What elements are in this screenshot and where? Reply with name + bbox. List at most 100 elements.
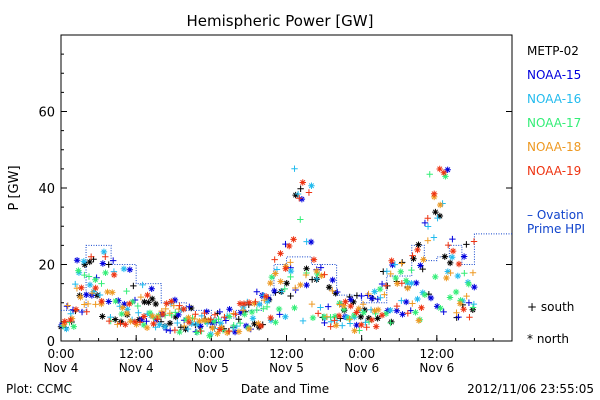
data-point-north (75, 269, 83, 276)
data-point-north (241, 311, 248, 318)
data-point-south (135, 309, 142, 316)
data-point-south (291, 165, 298, 172)
data-point-north (271, 287, 278, 295)
data-point-south (260, 305, 267, 312)
data-point-north (144, 291, 151, 299)
data-point-north (197, 323, 204, 330)
data-point-south (292, 284, 299, 292)
data-point-south (381, 291, 388, 298)
data-point-south (287, 292, 294, 300)
data-point-north (257, 322, 265, 330)
x-tick-date: Nov 5 (269, 361, 304, 375)
data-point-south (294, 190, 302, 198)
data-point-north (287, 267, 295, 275)
data-point-south (387, 270, 394, 278)
data-point-north (265, 295, 272, 303)
data-point-north (126, 266, 134, 273)
data-point-north (340, 302, 348, 309)
data-point-north (418, 304, 425, 311)
data-point-south (419, 265, 426, 273)
data-point-north (104, 288, 111, 296)
data-point-south (463, 241, 470, 248)
data-point-north (209, 324, 216, 332)
data-point-north (456, 300, 464, 307)
data-point-north (329, 276, 336, 284)
data-point-north (437, 305, 444, 312)
data-point-south (81, 271, 88, 279)
data-point-south (444, 241, 452, 249)
data-point-south (184, 325, 192, 333)
data-point-north (444, 166, 451, 173)
data-point-north (92, 276, 99, 284)
data-point-north (444, 268, 452, 275)
data-point-north (340, 306, 348, 313)
data-point-north (57, 323, 65, 330)
data-point-north (446, 294, 454, 301)
data-point-north (255, 320, 262, 327)
y-axis-label: P [GW] (7, 165, 22, 210)
data-point-north (454, 272, 462, 280)
x-tick-date: Nov 4 (119, 361, 154, 375)
data-point-north (171, 296, 179, 304)
data-point-north (90, 288, 97, 295)
data-point-south (73, 285, 81, 292)
data-point-north (414, 295, 421, 303)
data-point-south (166, 310, 174, 317)
data-point-north (193, 329, 201, 336)
data-point-south (72, 280, 79, 288)
data-point-north (371, 307, 378, 315)
data-point-south (337, 315, 344, 322)
data-point-north (272, 270, 279, 277)
data-point-north (182, 316, 190, 323)
series-noaa-18 (60, 193, 477, 337)
data-point-north (138, 316, 145, 323)
data-point-south (276, 311, 283, 318)
data-point-north (414, 246, 421, 254)
data-point-north (168, 298, 175, 305)
data-point-north (98, 297, 105, 305)
data-point-north (388, 318, 395, 326)
data-point-north (124, 306, 131, 313)
data-point-north (196, 317, 203, 325)
data-point-north (73, 257, 81, 264)
data-point-north (457, 297, 464, 304)
data-point-south (207, 316, 214, 323)
data-point-south (378, 280, 386, 288)
x-tick-date: Nov 6 (419, 361, 454, 375)
data-point-south (334, 288, 341, 296)
data-point-north (237, 309, 244, 316)
data-point-north (431, 190, 438, 198)
data-point-north (117, 318, 125, 325)
data-point-south (407, 307, 414, 314)
data-point-north (342, 298, 349, 305)
data-point-north (163, 300, 170, 307)
x-tick-time: 12:00 (420, 347, 455, 361)
data-point-south (192, 311, 199, 318)
data-point-north (67, 316, 74, 324)
data-point-north (267, 279, 274, 287)
data-point-north (78, 284, 85, 291)
data-point-north (299, 179, 306, 186)
x-axis-label: Date and Time (241, 382, 329, 396)
series-noaa-17 (60, 171, 477, 339)
data-point-north (399, 311, 406, 318)
data-point-south (211, 311, 219, 319)
data-point-north (226, 306, 233, 313)
data-point-north (413, 279, 420, 287)
data-point-south (321, 271, 328, 278)
data-point-north (156, 321, 163, 328)
x-tick-time: 12:00 (119, 347, 154, 361)
data-point-south (297, 216, 304, 223)
data-point-north (83, 291, 90, 298)
data-point-south (447, 269, 454, 277)
data-point-north (378, 312, 386, 319)
data-point-south (136, 319, 144, 326)
data-point-north (200, 317, 208, 324)
y-tick-label: 40 (38, 182, 55, 197)
data-point-north (267, 314, 274, 322)
data-point-south (358, 292, 365, 300)
data-point-north (248, 308, 256, 316)
data-point-south (233, 322, 241, 330)
data-point-north (223, 329, 231, 337)
data-point-north (332, 290, 339, 297)
